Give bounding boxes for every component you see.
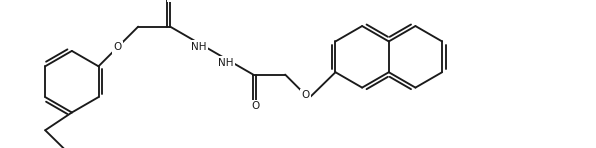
Text: O: O xyxy=(252,101,260,111)
Text: NH: NH xyxy=(191,42,206,52)
Text: NH: NH xyxy=(218,58,234,68)
Text: O: O xyxy=(113,42,122,52)
Text: O: O xyxy=(302,90,310,100)
